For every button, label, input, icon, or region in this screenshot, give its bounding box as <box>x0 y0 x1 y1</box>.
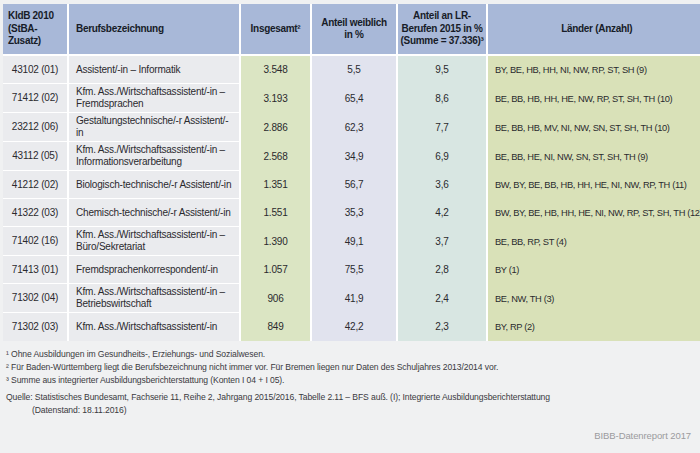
cell-weiblich: 62,3 <box>312 113 396 142</box>
cell-insgesamt: 2.568 <box>241 142 310 171</box>
cell-beruf: Kfm. Ass./Wirtschaftsassistent/-in – Bür… <box>69 227 239 256</box>
cell-lr: 2,8 <box>398 256 486 284</box>
cell-lr: 3,6 <box>398 171 486 199</box>
cell-code: 43112 (05) <box>3 142 67 171</box>
column-header-insgesamt: Insgesamt² <box>241 4 310 56</box>
report-page: KldB 2010 (StBA-Zusatz) Berufsbezeichnun… <box>0 0 700 453</box>
cell-beruf: Kfm. Ass./Wirtschaftsassistent/-in – Inf… <box>69 142 239 171</box>
cell-code: 71413 (01) <box>3 256 67 284</box>
cell-code: 71412 (02) <box>3 84 67 113</box>
cell-laender: BY, RP (2) <box>488 313 700 341</box>
report-branding: BIBB-Datenreport 2017 <box>594 430 691 441</box>
data-table: KldB 2010 (StBA-Zusatz) Berufsbezeichnun… <box>3 4 697 341</box>
cell-insgesamt: 2.886 <box>241 113 310 142</box>
column-header-anteil-lr-berufe: Anteil an LR- Berufen 2015 in % (Summe =… <box>398 4 486 56</box>
cell-weiblich: 75,5 <box>312 256 396 284</box>
cell-weiblich: 56,7 <box>312 171 396 199</box>
cell-lr: 2,4 <box>398 284 486 313</box>
cell-beruf: Biologisch-technische/-r Assistent/-in <box>69 171 239 199</box>
cell-insgesamt: 1.057 <box>241 256 310 284</box>
cell-lr: 9,5 <box>398 56 486 84</box>
column-header-kldb: KldB 2010 (StBA-Zusatz) <box>3 4 67 56</box>
cell-lr: 2,3 <box>398 313 486 341</box>
cell-insgesamt: 849 <box>241 313 310 341</box>
cell-code: 41212 (02) <box>3 171 67 199</box>
cell-weiblich: 65,4 <box>312 84 396 113</box>
cell-insgesamt: 1.551 <box>241 199 310 227</box>
cell-weiblich: 41,9 <box>312 284 396 313</box>
cell-beruf: Kfm. Ass./Wirtschaftsassistent/-in – Fre… <box>69 84 239 113</box>
cell-laender: BW, BY, BE, HB, HH, HE, NI, NW, RP, ST, … <box>488 199 700 227</box>
footnote-1: ¹ Ohne Ausbildungen im Gesundheits-, Erz… <box>6 348 694 361</box>
cell-laender: BE, BB, HE, NI, NW, SN, ST, SH, TH (9) <box>488 142 700 171</box>
cell-lr: 4,2 <box>398 199 486 227</box>
cell-code: 71402 (16) <box>3 227 67 256</box>
footnotes: ¹ Ohne Ausbildungen im Gesundheits-, Erz… <box>6 348 694 387</box>
cell-weiblich: 35,3 <box>312 199 396 227</box>
cell-beruf: Kfm. Ass./Wirtschaftsassistent/-in <box>69 313 239 341</box>
source-note: Quelle: Statistisches Bundesamt, Fachser… <box>6 391 566 417</box>
cell-insgesamt: 1.351 <box>241 171 310 199</box>
cell-lr: 3,7 <box>398 227 486 256</box>
cell-laender: BW, BY, BE, BB, HB, HH, HE, NI, NW, RP, … <box>488 171 700 199</box>
source-datestamp: (Datenstand: 18.11.2016) <box>6 404 566 417</box>
cell-lr: 8,6 <box>398 84 486 113</box>
column-header-anteil-weiblich: Anteil weiblich in % <box>312 4 396 56</box>
cell-laender: BE, NW, TH (3) <box>488 284 700 313</box>
cell-insgesamt: 3.548 <box>241 56 310 84</box>
cell-weiblich: 34,9 <box>312 142 396 171</box>
cell-lr: 6,9 <box>398 142 486 171</box>
cell-code: 43102 (01) <box>3 56 67 84</box>
cell-beruf: Chemisch-technische/-r Assistent/-in <box>69 199 239 227</box>
cell-code: 41322 (03) <box>3 199 67 227</box>
column-header-berufsbezeichnung: Berufsbezeichnung <box>69 4 239 56</box>
cell-insgesamt: 1.390 <box>241 227 310 256</box>
cell-lr: 7,7 <box>398 113 486 142</box>
cell-weiblich: 42,2 <box>312 313 396 341</box>
cell-laender: BY, BE, HB, HH, NI, NW, RP, ST, SH (9) <box>488 56 700 84</box>
cell-laender: BE, BB, RP, ST (4) <box>488 227 700 256</box>
source-line: Quelle: Statistisches Bundesamt, Fachser… <box>6 391 566 404</box>
cell-beruf: Fremdsprachenkorrespondent/-in <box>69 256 239 284</box>
cell-insgesamt: 906 <box>241 284 310 313</box>
cell-weiblich: 5,5 <box>312 56 396 84</box>
footnote-2: ² Für Baden-Württemberg liegt die Berufs… <box>6 361 694 374</box>
column-header-laender: Länder (Anzahl) <box>488 4 700 56</box>
cell-laender: BY (1) <box>488 256 700 284</box>
cell-beruf: Assistent/-in – Informatik <box>69 56 239 84</box>
cell-beruf: Kfm. Ass./Wirtschaftsassistent/-in – Bet… <box>69 284 239 313</box>
footnote-3: ³ Summe aus integrierter Ausbildungsberi… <box>6 374 694 387</box>
cell-code: 71302 (04) <box>3 284 67 313</box>
cell-insgesamt: 3.193 <box>241 84 310 113</box>
cell-laender: BE, BB, HB, MV, NI, NW, SN, ST, SH, TH (… <box>488 113 700 142</box>
cell-beruf: Gestaltungstechnische/-r Assistent/-in <box>69 113 239 142</box>
cell-code: 71302 (03) <box>3 313 67 341</box>
cell-weiblich: 49,1 <box>312 227 396 256</box>
cell-laender: BE, BB, HB, HH, HE, NW, RP, ST, SH, TH (… <box>488 84 700 113</box>
cell-code: 23212 (06) <box>3 113 67 142</box>
